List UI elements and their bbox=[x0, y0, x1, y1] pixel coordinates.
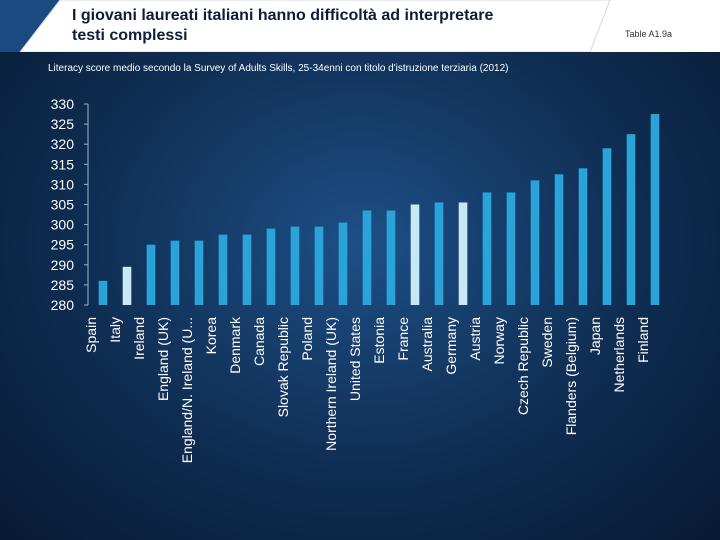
category-label: France bbox=[395, 317, 411, 361]
bar bbox=[626, 134, 636, 305]
header-tab-shape bbox=[0, 0, 720, 52]
bar bbox=[602, 148, 612, 305]
page-title: I giovani laureati italiani hanno diffic… bbox=[72, 6, 592, 46]
category-label: Slovak Republic bbox=[275, 317, 291, 417]
bar bbox=[314, 226, 324, 305]
bar bbox=[338, 222, 348, 305]
y-tick-label: 285 bbox=[51, 277, 75, 293]
title-line-1: I giovani laureati italiani hanno diffic… bbox=[72, 7, 494, 24]
title-line-2: testi complessi bbox=[72, 27, 188, 44]
category-label: Finland bbox=[635, 317, 651, 363]
bar bbox=[122, 266, 132, 305]
bar bbox=[362, 210, 372, 305]
y-tick-label: 280 bbox=[51, 297, 75, 313]
category-label: Germany bbox=[443, 317, 459, 375]
y-tick-label: 305 bbox=[51, 197, 75, 213]
category-label: Ireland bbox=[131, 317, 147, 360]
category-label: Australia bbox=[419, 317, 435, 372]
category-label: Italy bbox=[107, 317, 123, 343]
category-label: Poland bbox=[299, 317, 315, 361]
category-label: Flanders (Belgium) bbox=[563, 317, 579, 435]
table-reference: Table A1.9a bbox=[624, 29, 672, 39]
y-tick-label: 310 bbox=[51, 176, 75, 192]
category-label: Denmark bbox=[227, 316, 243, 374]
bar bbox=[650, 114, 660, 305]
category-label: England/N. Ireland (U... bbox=[179, 317, 195, 463]
category-label: United States bbox=[347, 317, 363, 401]
category-label: Northern Ireland (UK) bbox=[323, 317, 339, 451]
bar bbox=[410, 204, 420, 305]
bar bbox=[506, 192, 516, 305]
category-label: Spain bbox=[83, 317, 99, 353]
bar bbox=[386, 210, 396, 305]
category-label: Sweden bbox=[539, 317, 555, 368]
bar bbox=[578, 168, 588, 305]
bar bbox=[290, 226, 300, 305]
bar bbox=[482, 192, 492, 305]
category-label: Austria bbox=[467, 317, 483, 361]
bar bbox=[242, 234, 252, 305]
y-tick-label: 300 bbox=[51, 217, 75, 233]
bar bbox=[194, 240, 204, 305]
chart-subtitle: Literacy score medio secondo la Survey o… bbox=[48, 63, 509, 74]
category-label: Canada bbox=[251, 317, 267, 366]
y-tick-label: 325 bbox=[51, 116, 75, 132]
bar bbox=[554, 174, 564, 305]
category-label: Korea bbox=[203, 317, 219, 355]
y-tick-label: 295 bbox=[51, 237, 75, 253]
bar bbox=[218, 234, 228, 305]
bar bbox=[146, 244, 156, 305]
category-label: Japan bbox=[587, 317, 603, 355]
bar bbox=[434, 202, 444, 305]
category-label: England (UK) bbox=[155, 317, 171, 401]
bar bbox=[98, 280, 108, 305]
category-label: Norway bbox=[491, 317, 507, 364]
y-tick-label: 315 bbox=[51, 156, 75, 172]
bar bbox=[170, 240, 180, 305]
bar bbox=[530, 180, 540, 305]
category-label: Estonia bbox=[371, 317, 387, 364]
y-tick-label: 290 bbox=[51, 257, 75, 273]
category-label: Czech Republic bbox=[515, 317, 531, 415]
bar bbox=[458, 202, 468, 305]
y-tick-label: 330 bbox=[51, 96, 75, 112]
y-tick-label: 320 bbox=[51, 136, 75, 152]
category-label: Netherlands bbox=[611, 317, 627, 393]
bar bbox=[266, 228, 276, 305]
